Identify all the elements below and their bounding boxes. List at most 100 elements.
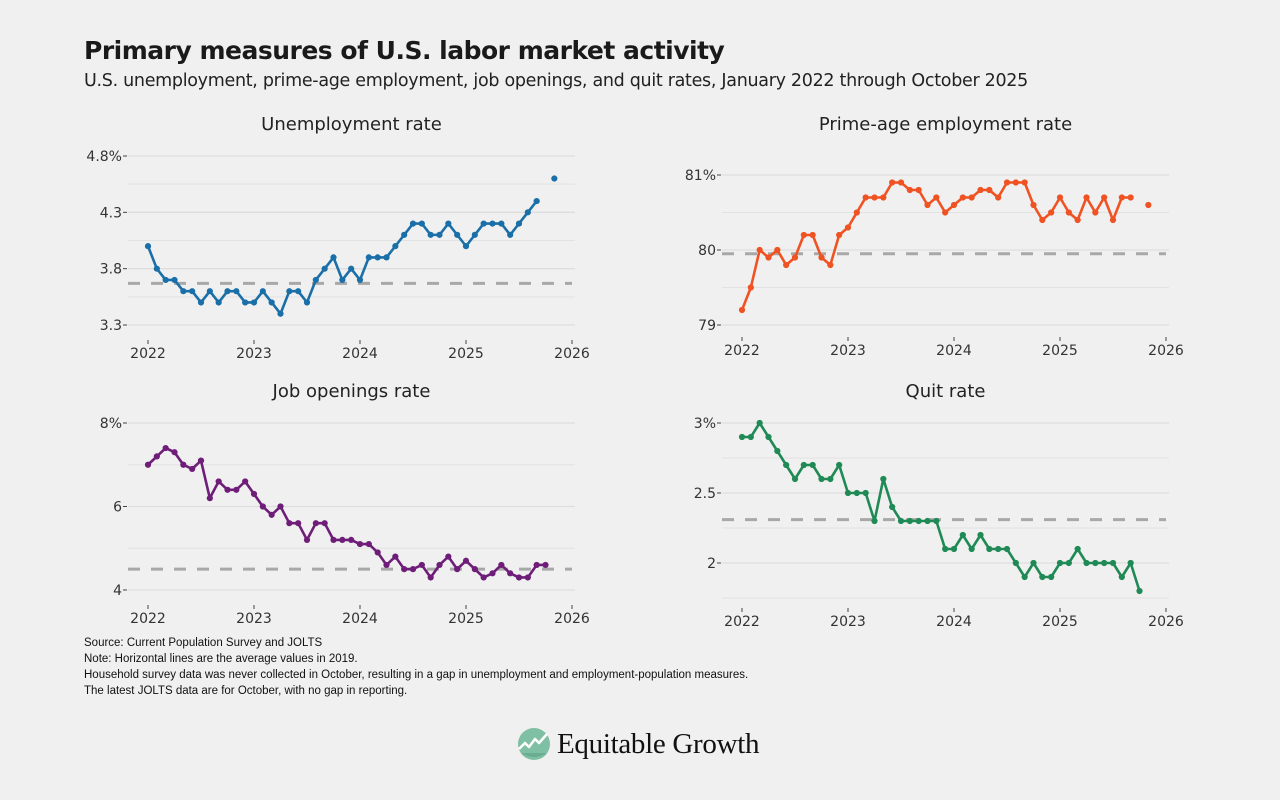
data-point	[1074, 216, 1081, 224]
data-point	[498, 220, 505, 227]
data-point	[977, 531, 984, 539]
data-point	[268, 299, 275, 306]
data-point	[1127, 559, 1134, 567]
data-point	[1136, 587, 1143, 595]
data-point	[436, 231, 443, 238]
equitable-growth-logo: Equitable Growth	[517, 727, 759, 761]
y-tick-label: 3.3	[100, 318, 122, 334]
data-point	[1048, 209, 1055, 216]
data-point	[507, 231, 514, 238]
panel-title: Quit rate	[905, 381, 986, 402]
data-point	[765, 433, 772, 441]
data-point	[533, 561, 540, 569]
data-point	[1030, 201, 1037, 209]
y-tick-label: 8%	[100, 416, 122, 432]
data-point	[533, 197, 540, 205]
y-tick-label: 4	[113, 583, 122, 599]
y-tick-label: 6	[113, 500, 122, 516]
data-point	[924, 517, 931, 525]
data-point	[959, 531, 966, 539]
data-point	[162, 276, 169, 284]
data-point	[321, 265, 328, 272]
data-point	[153, 265, 160, 272]
data-point	[1021, 179, 1028, 186]
data-point	[242, 299, 249, 306]
data-point	[303, 536, 311, 543]
panel-title: Prime-age employment rate	[818, 114, 1073, 135]
data-point	[286, 288, 293, 295]
data-point	[383, 561, 390, 569]
data-point	[471, 231, 478, 238]
data-point	[224, 288, 231, 295]
y-tick-label: 3.8	[100, 262, 122, 278]
gridlines	[128, 422, 575, 591]
data-point	[906, 517, 913, 525]
data-point	[445, 553, 452, 560]
data-point	[339, 536, 346, 543]
data-point	[153, 453, 160, 460]
y-tick-label: 4.3	[100, 205, 122, 221]
data-point	[365, 540, 372, 548]
y-tick-label: 3%	[694, 416, 716, 432]
data-point	[295, 520, 302, 527]
footnotes: Source: Current Population Survey and JO…	[84, 635, 748, 699]
data-point	[144, 461, 152, 468]
jolts-note: The latest JOLTS data are for October, w…	[84, 685, 408, 697]
data-point	[312, 276, 319, 284]
series-line	[742, 421, 1141, 592]
data-point	[330, 536, 337, 543]
data-point	[827, 475, 834, 483]
data-point	[747, 433, 754, 441]
data-point	[756, 419, 763, 427]
rising-line-chart-circle-icon	[518, 728, 550, 760]
data-point	[933, 194, 940, 201]
data-point	[215, 299, 222, 306]
data-point	[1101, 559, 1108, 567]
data-point	[286, 520, 293, 527]
data-point	[791, 475, 799, 483]
data-point	[1083, 194, 1090, 201]
x-tick-label: 2024	[936, 614, 972, 630]
data-point	[1003, 545, 1011, 553]
data-point	[1056, 194, 1064, 201]
data-point	[1030, 559, 1037, 567]
data-point	[215, 478, 222, 485]
data-point	[836, 461, 843, 469]
x-tick-label: 2022	[130, 346, 166, 362]
series-line	[740, 181, 1131, 311]
data-point	[950, 545, 958, 553]
x-tick-label: 2023	[236, 346, 272, 362]
data-point	[897, 179, 905, 186]
x-tick-label: 2022	[724, 614, 760, 630]
data-point	[933, 517, 940, 525]
data-point	[1092, 209, 1099, 216]
data-point	[462, 557, 470, 564]
data-point	[348, 536, 355, 543]
data-point	[524, 574, 531, 581]
data-point	[942, 209, 949, 216]
data-point	[765, 254, 772, 261]
data-point	[321, 520, 328, 527]
data-point	[489, 570, 496, 577]
data-point	[827, 261, 834, 269]
data-point	[1074, 545, 1081, 553]
chart-subtitle: U.S. unemployment, prime-age employment,…	[84, 71, 1028, 91]
data-point	[277, 310, 284, 317]
data-point	[436, 561, 443, 569]
data-point	[783, 261, 790, 269]
data-point	[1048, 573, 1055, 581]
data-point	[189, 288, 196, 295]
data-point	[1118, 573, 1125, 581]
data-point	[498, 561, 505, 569]
data-point	[189, 465, 196, 473]
x-tick-label: 2025	[448, 611, 484, 627]
data-point	[942, 545, 949, 553]
x-tick-label: 2022	[724, 343, 760, 359]
x-tick-label: 2025	[1042, 343, 1078, 359]
data-point	[1109, 216, 1117, 224]
data-point	[162, 444, 169, 452]
data-point	[295, 288, 302, 295]
data-point	[171, 449, 178, 456]
data-point	[1056, 559, 1064, 567]
data-point	[809, 461, 816, 469]
